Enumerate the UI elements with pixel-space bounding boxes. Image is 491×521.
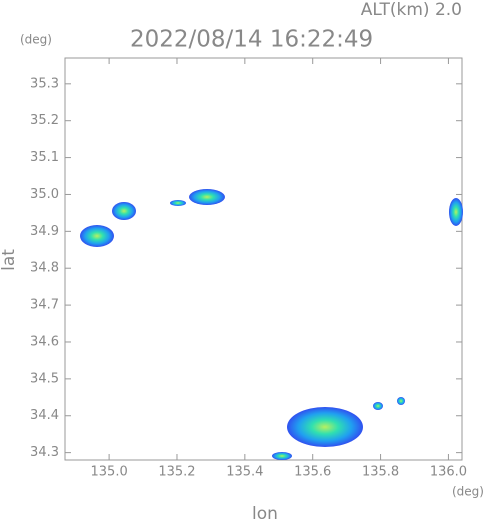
y-tick-label: 35.1 bbox=[30, 150, 59, 165]
echo bbox=[397, 397, 405, 405]
y-tick-label: 35.2 bbox=[30, 113, 59, 128]
echo bbox=[189, 189, 225, 205]
y-axis-label: lat bbox=[0, 249, 19, 271]
x-tick-label: 136.0 bbox=[430, 465, 467, 480]
y-tick-label: 34.8 bbox=[30, 261, 59, 276]
x-tick-label: 135.2 bbox=[158, 465, 195, 480]
x-tick-label: 135.0 bbox=[91, 465, 128, 480]
y-tick-label: 34.7 bbox=[30, 298, 59, 313]
x-tick-label: 135.6 bbox=[294, 465, 331, 480]
y-unit: (deg) bbox=[20, 33, 52, 47]
y-tick-label: 34.3 bbox=[30, 445, 59, 460]
echoes bbox=[80, 189, 463, 460]
echo bbox=[449, 198, 463, 226]
y-tick-label: 35.0 bbox=[30, 187, 59, 202]
x-unit: (deg) bbox=[452, 485, 484, 499]
y-tick-label: 34.9 bbox=[30, 224, 59, 239]
x-axis-label: lon bbox=[252, 504, 278, 521]
echo bbox=[112, 202, 136, 220]
chart-title: 2022/08/14 16:22:49 bbox=[130, 27, 373, 53]
y-tick-label: 35.3 bbox=[30, 76, 59, 91]
x-tick-label: 135.8 bbox=[362, 465, 399, 480]
x-tick-label: 135.4 bbox=[226, 465, 263, 480]
echo bbox=[80, 225, 114, 247]
echo bbox=[272, 452, 292, 460]
echo bbox=[170, 200, 186, 206]
echo bbox=[287, 407, 363, 447]
y-tick-label: 34.4 bbox=[30, 408, 59, 423]
altitude: ALT(km) 2.0 bbox=[361, 0, 462, 20]
y-tick-label: 34.5 bbox=[30, 371, 59, 386]
y-tick-label: 34.6 bbox=[30, 334, 59, 349]
plot-frame bbox=[64, 57, 463, 461]
echo bbox=[373, 402, 383, 410]
